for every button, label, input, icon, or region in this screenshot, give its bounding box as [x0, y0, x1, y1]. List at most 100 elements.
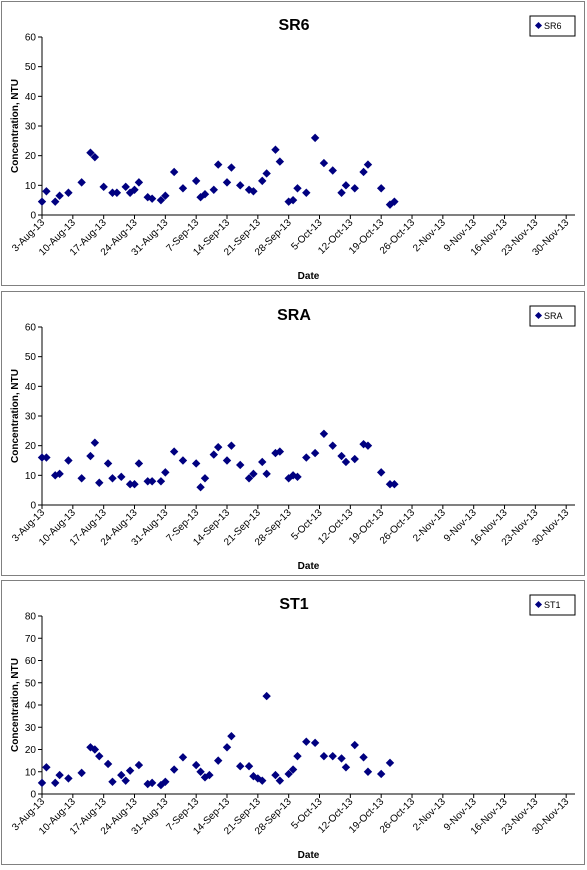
data-point	[90, 438, 100, 447]
data-point	[108, 777, 117, 786]
data-point	[37, 197, 47, 206]
data-point	[64, 774, 73, 783]
chart-sr6: SR601020304050603-Aug-1310-Aug-1317-Aug-…	[10, 15, 576, 282]
data-point	[310, 448, 320, 458]
data-point	[191, 760, 201, 770]
data-point	[156, 195, 166, 205]
data-point	[37, 778, 47, 788]
chart-title: SR6	[278, 17, 309, 34]
data-point	[236, 181, 245, 190]
data-point	[319, 751, 329, 761]
data-point	[310, 133, 320, 143]
data-point	[130, 480, 139, 489]
y-axis-label: Concentration, NTU	[10, 369, 21, 463]
data-point	[385, 480, 395, 489]
data-point	[37, 453, 47, 462]
x-tick-label: 2-Nov-13	[411, 507, 448, 544]
data-point	[337, 754, 346, 763]
data-point	[200, 474, 210, 483]
data-point	[209, 450, 218, 459]
y-tick-label: 60	[25, 33, 37, 44]
data-point	[169, 765, 179, 774]
data-point	[209, 185, 218, 194]
y-tick-label: 20	[25, 151, 37, 162]
data-point	[341, 457, 351, 467]
chart-panel-sr6: SR6 0 10 20 30 40 50 60 3-Aug-13 10-Aug-13 17-Aug-…	[1, 1, 585, 286]
y-tick-label: 80	[25, 612, 37, 623]
y-tick-label: 60	[25, 656, 37, 667]
y-tick-label: 0	[30, 790, 36, 801]
data-point	[169, 167, 179, 177]
y-tick-label: 40	[25, 701, 37, 712]
y-axis-label: Concentration, NTU	[10, 79, 21, 173]
data-point	[95, 751, 104, 761]
data-point	[134, 459, 144, 468]
data-point	[385, 758, 395, 768]
data-point	[227, 441, 236, 450]
data-point	[293, 751, 302, 761]
data-point	[90, 152, 100, 162]
data-point	[258, 176, 267, 186]
data-point	[222, 743, 232, 752]
chart-title: SRA	[277, 307, 311, 324]
y-tick-label: 0	[30, 211, 36, 222]
data-point	[156, 477, 166, 486]
data-point	[359, 167, 368, 177]
data-point	[293, 472, 302, 482]
x-tick-label: 2-Nov-13	[411, 796, 448, 833]
data-point	[161, 468, 170, 477]
data-point	[42, 187, 51, 196]
data-point	[288, 195, 298, 205]
chart-title: ST1	[279, 596, 308, 613]
data-point	[161, 191, 170, 200]
data-point	[196, 483, 205, 492]
data-point	[302, 453, 311, 462]
data-point	[108, 474, 117, 483]
data-point	[275, 157, 285, 166]
data-point	[200, 190, 210, 199]
data-point	[51, 197, 60, 206]
y-tick-label: 0	[30, 501, 36, 512]
data-point	[86, 451, 95, 461]
data-point	[77, 768, 86, 778]
x-axis-label: Date	[298, 850, 320, 861]
data-point	[390, 197, 399, 206]
data-point	[42, 453, 51, 462]
data-point	[341, 181, 351, 190]
chart-panel-sra: SRA 0 10 20 30 40 50 60 3-Aug-13 10-Aug-13 17-Aug-…	[1, 291, 585, 576]
legend-box	[529, 305, 576, 327]
legend-marker	[534, 21, 543, 30]
y-tick-label: 30	[25, 412, 37, 423]
y-tick-label: 60	[25, 323, 37, 334]
y-tick-label: 10	[25, 181, 37, 192]
chart-panel-st1: ST1 0 10 20 30 40 50 60 70 80 3-Aug-13 10-Aug-13 17-…	[1, 580, 585, 865]
data-point	[258, 457, 267, 467]
legend-marker	[534, 600, 543, 609]
x-axis-label: Date	[298, 561, 320, 572]
data-point	[376, 769, 386, 779]
data-point	[191, 459, 201, 468]
data-point	[319, 429, 329, 438]
data-point	[90, 745, 100, 754]
y-tick-label: 50	[25, 352, 37, 363]
data-point	[55, 469, 64, 479]
data-point	[147, 778, 157, 788]
data-point	[112, 188, 122, 197]
legend-box	[529, 594, 576, 616]
legend-marker	[534, 311, 543, 320]
y-tick-label: 40	[25, 382, 37, 393]
chart-sra: SRA01020304050603-Aug-1310-Aug-1317-Aug-…	[10, 305, 576, 572]
data-point	[130, 185, 139, 194]
y-tick-label: 20	[25, 441, 37, 452]
y-tick-label: 50	[25, 678, 37, 689]
data-point	[222, 178, 232, 187]
data-point	[169, 447, 179, 456]
data-point	[103, 759, 113, 769]
legend-label: SR6	[544, 21, 562, 31]
data-point	[337, 188, 346, 197]
data-point	[51, 778, 60, 788]
y-tick-label: 10	[25, 471, 37, 482]
data-point	[178, 456, 188, 465]
data-point	[262, 169, 271, 178]
data-point	[262, 469, 271, 479]
